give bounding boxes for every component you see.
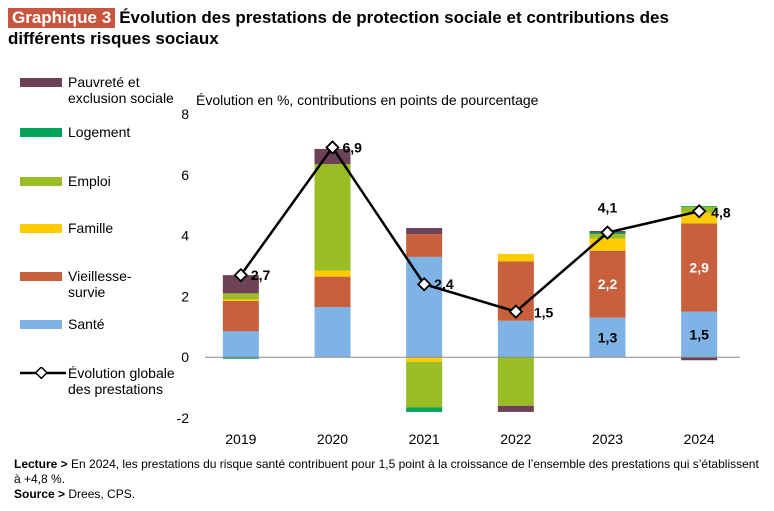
- bar-pauvrete-2019: [222, 275, 259, 294]
- bar-sante-2019: [222, 331, 259, 358]
- lecture-text: En 2024, les prestations du risque santé…: [14, 457, 759, 486]
- lecture-label: Lecture >: [14, 457, 68, 471]
- data-label-vieillesse-2023: 2,2: [598, 276, 618, 292]
- y-tick-label: 4: [181, 228, 189, 244]
- x-tick-label: 2022: [500, 431, 531, 447]
- line-label-2023: 4,1: [598, 200, 618, 216]
- source-text: Drees, CPS.: [68, 487, 136, 501]
- title-text: Évolution des prestations de protection …: [8, 8, 669, 48]
- line-label-2022: 1,5: [534, 305, 554, 321]
- line-label-2024: 4,8: [711, 204, 731, 220]
- legend-label-famille: Famille: [68, 220, 114, 236]
- x-tick-label: 2021: [409, 431, 440, 447]
- bar-logement-2021: [406, 407, 443, 412]
- bar-pauvrete-2021: [406, 228, 443, 235]
- bar-famille-2021: [406, 357, 443, 362]
- bar-famille-2019: [222, 299, 259, 301]
- legend-line-key: [20, 367, 66, 379]
- source-label: Source >: [14, 487, 66, 501]
- line-marker-2024: [691, 204, 707, 219]
- line-marker-2019: [233, 267, 249, 283]
- chart-footer: Lecture > En 2024, les prestations du ri…: [14, 457, 764, 502]
- data-label-sante-2023: 1,3: [598, 329, 618, 345]
- bar-sante-2020: [314, 307, 351, 358]
- legend-label-vieillesse: Vieillesse-survie: [68, 268, 132, 300]
- y-tick-label: 2: [181, 288, 189, 304]
- bar-sante-2024: [681, 311, 718, 358]
- y-tick-label: 0: [181, 349, 189, 365]
- bar-sante-2023: [589, 317, 626, 358]
- chart-subtitle: Évolution en %, contributions en points …: [196, 92, 539, 108]
- line-label-2020: 6,9: [343, 139, 363, 155]
- legend-swatch-vieillesse: [20, 272, 62, 281]
- legend-label-emploi: Emploi: [68, 173, 111, 189]
- bar-vieillesse-2024: [681, 223, 718, 312]
- legend-swatch-logement: [20, 128, 62, 137]
- bar-vieillesse-2019: [222, 300, 259, 332]
- bar-emploi-2020: [314, 164, 351, 271]
- line-marker-2020: [325, 140, 340, 155]
- legend-label-pauvrete: Pauvreté et exclusion sociale: [68, 74, 174, 106]
- bar-sante-2022: [497, 320, 534, 358]
- legend-label-logement: Logement: [68, 124, 131, 140]
- bar-vieillesse-2023: [589, 250, 626, 318]
- bar-famille-2022: [497, 253, 534, 262]
- legend-swatch-pauvrete: [20, 78, 62, 87]
- legend-label-sante: Santé: [68, 316, 105, 332]
- x-tick-label: 2024: [684, 431, 715, 447]
- y-tick-label: -2: [177, 410, 190, 426]
- legend-swatch-sante: [20, 320, 62, 329]
- line-marker-2023: [600, 225, 615, 240]
- data-label-vieillesse-2024: 2,9: [689, 260, 709, 276]
- bar-logement-2019: [222, 357, 259, 359]
- bar-pauvrete-2024: [681, 357, 718, 361]
- bar-famille-2020: [314, 270, 351, 277]
- bar-pauvrete-2022: [497, 405, 534, 412]
- line-label-2019: 2,7: [251, 267, 271, 283]
- lecture-note: Lecture > En 2024, les prestations du ri…: [14, 457, 764, 487]
- x-tick-label: 2023: [592, 431, 623, 447]
- bar-vieillesse-2021: [406, 234, 443, 257]
- source-note: Source > Drees, CPS.: [14, 487, 764, 502]
- legend-label-line: Évolution globale des prestations: [68, 365, 175, 397]
- y-tick-label: 6: [181, 167, 189, 183]
- figure-badge: Graphique 3: [8, 8, 116, 28]
- bar-emploi-2019: [222, 293, 259, 300]
- bar-emploi-2021: [406, 361, 443, 408]
- data-label-sante-2024: 1,5: [689, 326, 709, 342]
- bar-sante-2021: [406, 256, 443, 358]
- bar-emploi-2022: [497, 357, 534, 406]
- x-tick-label: 2019: [225, 431, 256, 447]
- y-tick-label: 8: [181, 106, 189, 122]
- total-evolution-line: [239, 145, 700, 313]
- bar-vieillesse-2020: [314, 276, 351, 308]
- line-marker-2022: [508, 304, 524, 319]
- legend-swatch-emploi: [20, 177, 62, 186]
- x-tick-label: 2020: [317, 431, 348, 447]
- line-marker-2021: [416, 276, 432, 292]
- legend-swatch-famille: [20, 224, 62, 233]
- chart-title: Graphique 3 Évolution des prestations de …: [8, 7, 698, 49]
- line-label-2021: 2,4: [434, 276, 454, 292]
